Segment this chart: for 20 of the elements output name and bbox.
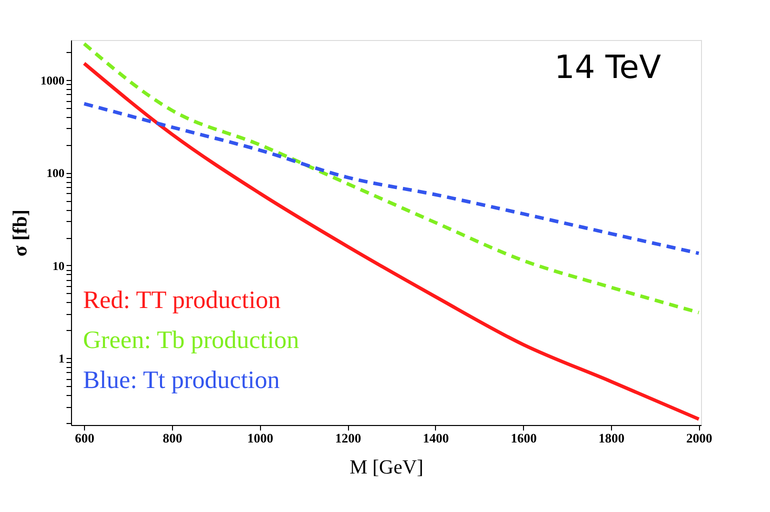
x-tick-label: 1400 <box>422 430 449 446</box>
x-tick-label: 2000 <box>686 430 712 446</box>
text: Green: Tb production <box>83 327 300 354</box>
y-tick-label: 1000 <box>40 73 64 88</box>
line-series <box>82 102 701 256</box>
y-axis-title: σ [fb] <box>10 210 32 256</box>
x-tick-label: 600 <box>74 430 94 446</box>
x-tick-label: 800 <box>162 430 182 446</box>
text: Red: TT production <box>83 287 282 314</box>
x-tick-label: 1200 <box>335 430 362 446</box>
line-series <box>82 42 701 314</box>
x-axis-title: M [GeV] <box>350 456 424 478</box>
x-tick-label: 1800 <box>598 430 624 446</box>
x-tick-label: 1600 <box>510 430 537 446</box>
text: Blue: Tt production <box>83 367 280 394</box>
y-tick-label: 100 <box>46 166 64 180</box>
y-tick-label: 10 <box>52 258 64 273</box>
annotation: 14 TeV <box>554 48 662 86</box>
y-tick-label: 1 <box>58 352 64 366</box>
x-tick-label: 1000 <box>247 430 274 446</box>
